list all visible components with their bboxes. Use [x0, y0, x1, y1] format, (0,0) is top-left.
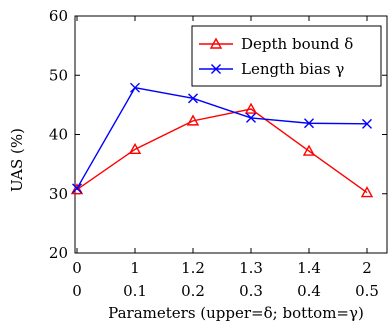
data-point-triangle	[70, 183, 84, 195]
x-axis-ticks: 0 0 1 0.1 1.2 0.2 1.3 0.3 1.4 0.4 2 0.5	[72, 16, 379, 300]
legend-box	[191, 25, 382, 87]
x-tick-label-lower: 0	[72, 282, 82, 300]
data-point-x	[188, 93, 198, 104]
y-tick-label: 30	[49, 185, 68, 203]
legend-item-depth-bound: Depth bound δ	[199, 35, 353, 53]
x-tick-label-lower: 0.2	[181, 282, 205, 300]
series-line	[76, 86, 368, 189]
y-tick-label: 60	[49, 7, 68, 25]
data-point-triangle	[302, 144, 316, 156]
data-point-x-stroke	[246, 112, 256, 123]
data-point-triangle	[360, 186, 374, 198]
x-tick-label-lower: 0.5	[355, 282, 379, 300]
legend-label-length-bias: Length bias γ	[241, 60, 344, 78]
x-tick-label-upper: 1	[130, 259, 140, 277]
data-point-x	[246, 112, 256, 123]
y-tick-label: 40	[49, 126, 68, 144]
data-point-x-stroke	[72, 183, 82, 194]
x-tick-label-upper: 0	[72, 259, 82, 277]
legend-marker-length-bias	[211, 64, 221, 74]
data-point-x	[72, 183, 82, 194]
data-point-x	[130, 82, 140, 93]
x-tick-label-lower: 0.4	[297, 282, 321, 300]
series-line	[76, 108, 368, 194]
series-layer	[70, 82, 374, 198]
series-length-bias	[72, 82, 372, 194]
legend-marker-depth-bound	[209, 37, 223, 49]
x-tick-label-lower: 0.3	[239, 282, 263, 300]
x-axis-label: Parameters (upper=δ; bottom=γ)	[108, 304, 364, 322]
data-point-x-stroke	[188, 93, 198, 104]
legend-item-length-bias: Length bias γ	[199, 60, 344, 78]
y-axis-label: UAS (%)	[8, 128, 26, 192]
data-point-x	[362, 118, 372, 129]
data-point-x-stroke	[130, 82, 140, 93]
y-tick-label: 50	[49, 66, 68, 84]
data-point-x-stroke	[362, 118, 372, 129]
data-point-x	[304, 118, 314, 129]
x-tick-label-upper: 1.3	[239, 259, 263, 277]
x-tick-label-upper: 1.4	[297, 259, 321, 277]
data-point-triangle	[244, 102, 258, 114]
x-tick-label-lower: 0.1	[123, 282, 147, 300]
x-tick-label-upper: 2	[362, 259, 372, 277]
y-tick-label: 20	[49, 244, 68, 262]
x-tick-label-upper: 1.2	[181, 259, 205, 277]
data-point-triangle	[186, 114, 200, 126]
legend-label-depth-bound: Depth bound δ	[241, 35, 353, 53]
series-depth-bound	[70, 102, 374, 198]
legend: Depth bound δ Length bias γ	[191, 25, 382, 87]
data-point-triangle	[128, 142, 142, 155]
data-point-x-stroke	[304, 118, 314, 129]
